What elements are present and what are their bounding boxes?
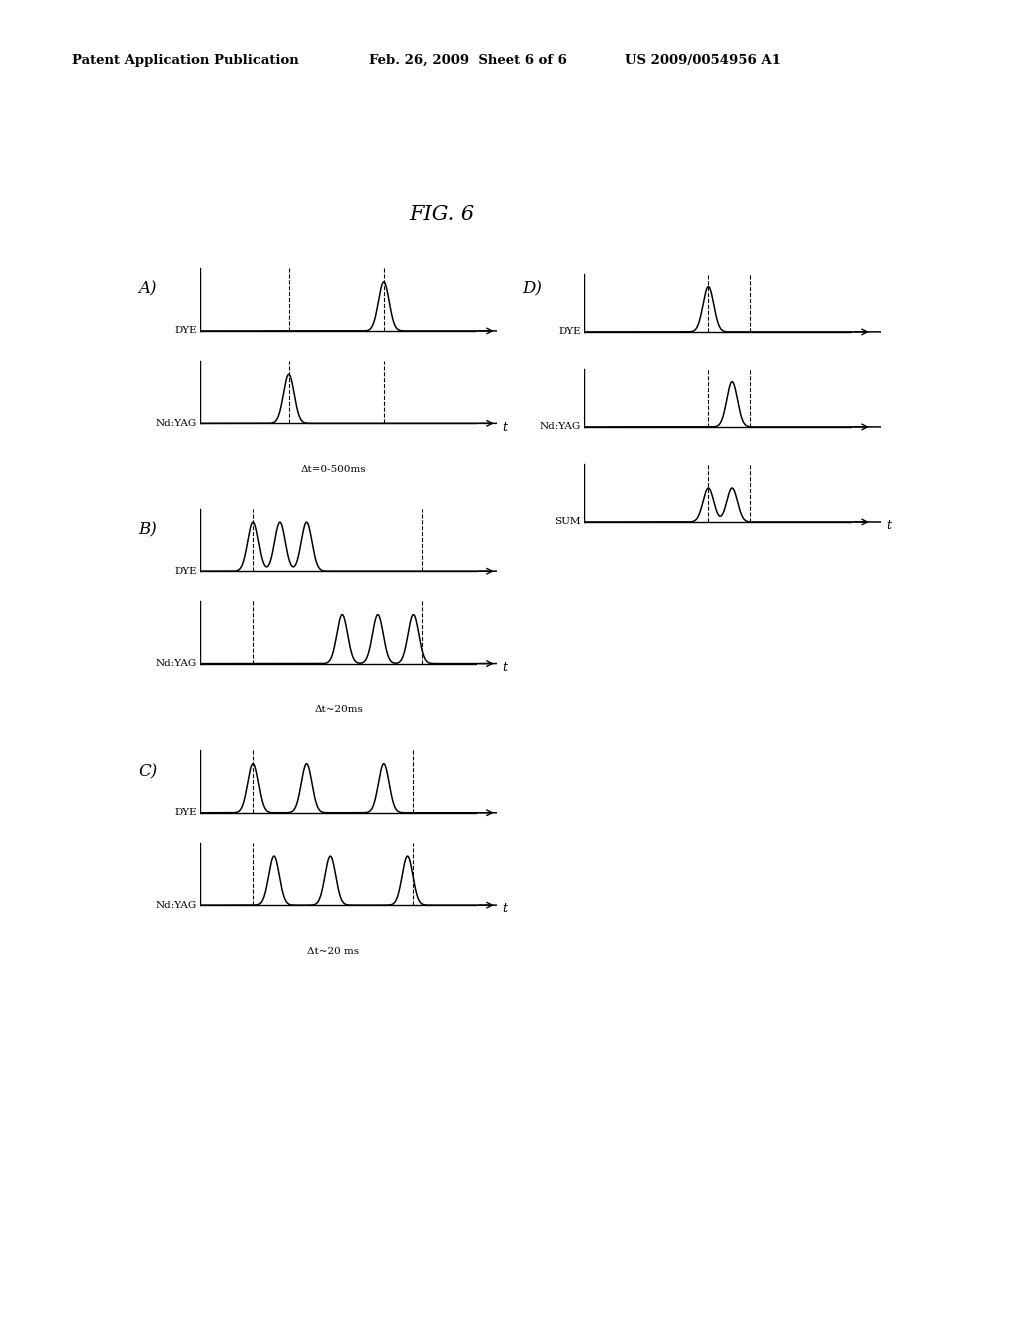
Text: DYE: DYE xyxy=(174,326,197,335)
Text: t: t xyxy=(503,421,508,434)
Text: Δt~20 ms: Δt~20 ms xyxy=(307,946,359,956)
Text: Nd:YAG: Nd:YAG xyxy=(156,900,197,909)
Text: D): D) xyxy=(522,280,542,297)
Text: Nd:YAG: Nd:YAG xyxy=(156,418,197,428)
Text: Patent Application Publication: Patent Application Publication xyxy=(72,54,298,67)
Text: t: t xyxy=(887,519,892,532)
Text: US 2009/0054956 A1: US 2009/0054956 A1 xyxy=(625,54,780,67)
Text: C): C) xyxy=(138,763,158,780)
Text: FIG. 6: FIG. 6 xyxy=(410,205,475,223)
Text: A): A) xyxy=(138,280,157,297)
Text: Δt=0-500ms: Δt=0-500ms xyxy=(300,465,367,474)
Text: Δt~20ms: Δt~20ms xyxy=(314,705,364,714)
Text: Nd:YAG: Nd:YAG xyxy=(540,422,581,432)
Text: SUM: SUM xyxy=(554,517,581,527)
Text: DYE: DYE xyxy=(174,566,197,576)
Text: t: t xyxy=(503,661,508,675)
Text: Feb. 26, 2009  Sheet 6 of 6: Feb. 26, 2009 Sheet 6 of 6 xyxy=(369,54,566,67)
Text: Nd:YAG: Nd:YAG xyxy=(156,659,197,668)
Text: t: t xyxy=(503,903,508,916)
Text: DYE: DYE xyxy=(174,808,197,817)
Text: B): B) xyxy=(138,521,157,539)
Text: DYE: DYE xyxy=(558,327,581,337)
